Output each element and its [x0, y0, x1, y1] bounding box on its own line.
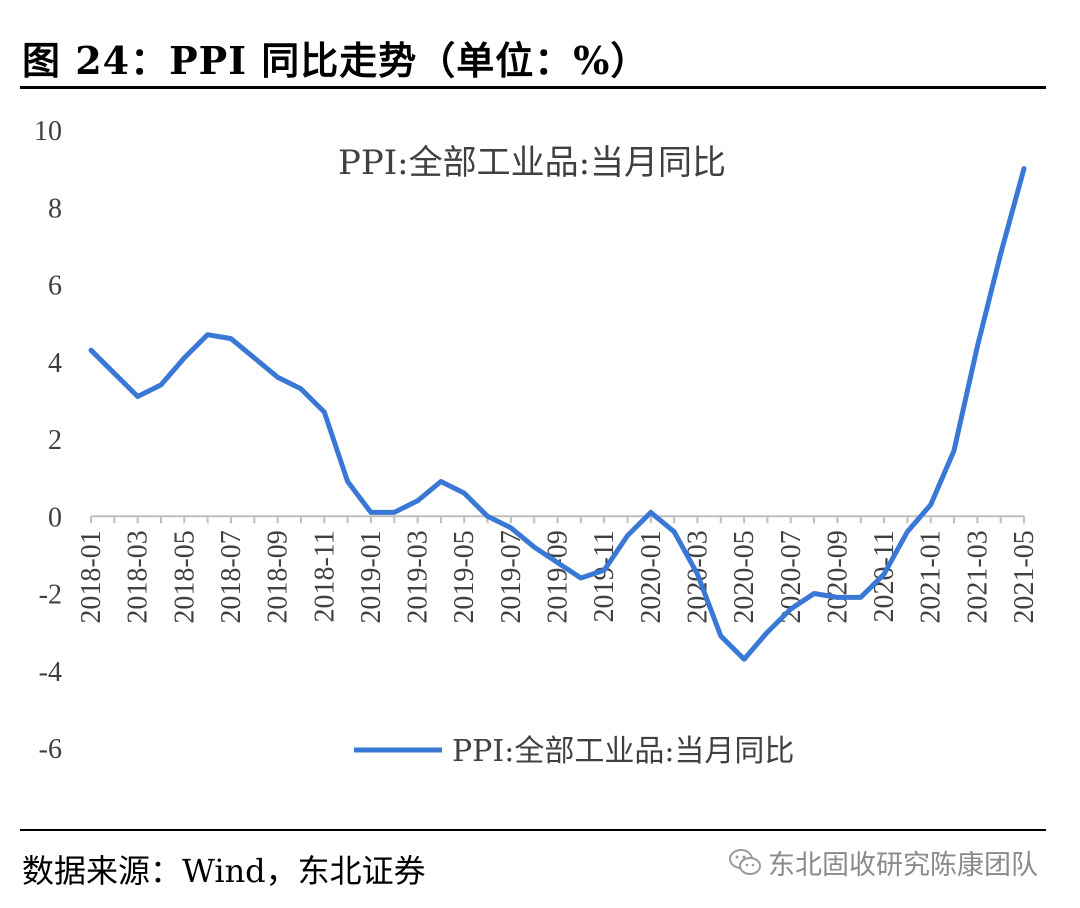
source-note: 数据来源：Wind，东北证券: [22, 852, 426, 890]
y-tick-label: 0: [48, 502, 62, 533]
y-axis-ticks: 10 8 6 4 2 0 -2 -4 -6: [34, 116, 62, 765]
watermark-text: 东北固收研究陈康团队: [768, 849, 1038, 881]
x-tick-label: 2018-11: [309, 530, 340, 622]
x-tick-label: 2019-07: [496, 530, 527, 623]
x-axis-ticks: 2018-01 2018-03 2018-05 2018-07 2018-09 2018-…: [76, 516, 1040, 624]
bottom-rule: [20, 829, 1046, 831]
x-tick-label: 2018-03: [123, 530, 154, 623]
y-tick-label: 4: [48, 348, 62, 379]
figure-title: 图 24：PPI 同比走势（单位：%）: [22, 38, 650, 83]
x-tick-label: 2021-05: [1009, 530, 1040, 623]
x-tick-label: 2021-01: [916, 530, 947, 623]
x-tick-label: 2019-09: [543, 530, 574, 623]
x-tick-label: 2018-07: [216, 530, 247, 623]
x-tick-label: 2018-01: [76, 530, 107, 623]
top-rule: [20, 86, 1046, 89]
x-tick-label: 2019-11: [589, 530, 620, 622]
x-tick-label: 2019-01: [356, 530, 387, 623]
x-tick-label: 2018-05: [169, 530, 200, 623]
y-tick-label: -6: [39, 734, 62, 765]
watermark: 东北固收研究陈康团队: [728, 842, 1038, 882]
y-tick-label: -2: [39, 580, 62, 611]
x-tick-label: 2021-03: [962, 530, 993, 623]
y-tick-label: -4: [39, 657, 62, 688]
wechat-icon: [729, 849, 761, 875]
series-line-ppi: [88, 166, 1027, 662]
legend-label: PPI:全部工业品:当月同比: [452, 734, 794, 769]
y-tick-label: 8: [48, 193, 62, 224]
plot-title: PPI:全部工业品:当月同比: [338, 143, 726, 183]
legend: PPI:全部工业品:当月同比: [354, 734, 794, 769]
x-tick-label: 2020-09: [822, 530, 853, 623]
x-tick-label: 2019-03: [403, 530, 434, 623]
x-tick-label: 2020-05: [729, 530, 760, 623]
x-tick-label: 2020-01: [636, 530, 667, 623]
x-tick-label: 2018-09: [263, 530, 294, 623]
x-tick-label: 2019-05: [449, 530, 480, 623]
y-tick-label: 10: [34, 116, 62, 147]
y-tick-label: 6: [48, 271, 62, 302]
y-tick-label: 2: [48, 425, 62, 456]
